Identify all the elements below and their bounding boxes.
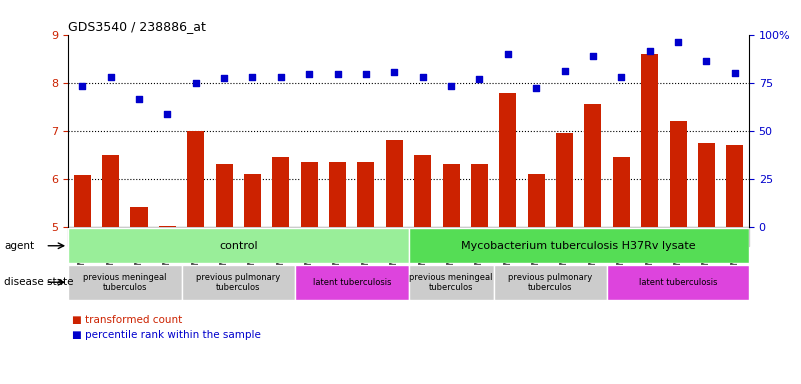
Point [133,96,146,103]
Bar [578,227,607,246]
Bar [329,162,346,227]
Bar [437,227,465,246]
Bar [244,174,261,227]
Point [586,53,599,59]
Point [275,74,288,80]
Text: latent tuberculosis: latent tuberculosis [312,278,391,287]
Bar [493,227,522,246]
Bar [493,265,607,300]
Text: ■ percentile rank within the sample: ■ percentile rank within the sample [72,330,261,340]
Bar [239,227,267,246]
Point [331,71,344,77]
Bar [409,227,437,246]
Bar [607,265,749,300]
Text: previous meningeal
tuberculos: previous meningeal tuberculos [409,273,493,292]
Point [303,71,316,77]
Bar [471,164,488,227]
Bar [585,104,602,227]
Bar [210,227,239,246]
Point [189,79,202,86]
Bar [68,265,182,300]
Bar [352,227,380,246]
Bar [607,227,635,246]
Bar [215,164,232,227]
Point [529,85,542,91]
Bar [664,227,692,246]
Bar [414,155,431,227]
Bar [125,227,153,246]
Bar [182,265,295,300]
Bar [357,162,374,227]
Bar [698,142,714,227]
Bar [295,265,409,300]
Text: control: control [219,241,258,251]
Bar [272,157,289,227]
Text: ■ transformed count: ■ transformed count [72,315,183,325]
Point [558,68,571,74]
Text: disease state: disease state [4,277,74,287]
Bar [499,93,517,227]
Bar [324,227,352,246]
Bar [182,227,210,246]
Point [700,58,713,64]
Bar [528,174,545,227]
Point [161,111,174,117]
Bar [68,228,409,263]
Bar [635,227,664,246]
Bar [409,228,749,263]
Bar [670,121,686,227]
Point [104,74,117,80]
Bar [74,175,91,227]
Point [445,83,457,89]
Point [671,39,684,45]
Point [615,74,628,80]
Text: previous meningeal
tuberculos: previous meningeal tuberculos [83,273,167,292]
Text: previous pulmonary
tuberculos: previous pulmonary tuberculos [196,273,280,292]
Point [643,48,656,55]
Point [473,76,486,82]
Text: latent tuberculosis: latent tuberculosis [638,278,717,287]
Bar [267,227,295,246]
Point [246,74,259,80]
Bar [727,145,743,227]
Bar [103,155,119,227]
Text: Mycobacterium tuberculosis H37Rv lysate: Mycobacterium tuberculosis H37Rv lysate [461,241,696,251]
Bar [153,227,182,246]
Text: agent: agent [4,241,34,251]
Point [417,74,429,80]
Text: GDS3540 / 238886_at: GDS3540 / 238886_at [68,20,206,33]
Point [218,75,231,81]
Point [501,51,514,57]
Bar [721,227,749,246]
Bar [295,227,324,246]
Bar [300,162,318,227]
Bar [613,157,630,227]
Bar [131,207,147,227]
Bar [641,54,658,227]
Bar [386,140,403,227]
Bar [159,226,176,227]
Bar [465,227,493,246]
Bar [68,227,96,246]
Bar [187,131,204,227]
Point [360,71,372,77]
Bar [556,133,573,227]
Bar [409,265,493,300]
Bar [522,227,550,246]
Bar [550,227,578,246]
Point [728,70,741,76]
Point [388,69,400,75]
Bar [692,227,721,246]
Bar [96,227,125,246]
Bar [442,164,460,227]
Point [76,83,89,89]
Bar [380,227,409,246]
Text: previous pulmonary
tuberculos: previous pulmonary tuberculos [508,273,593,292]
